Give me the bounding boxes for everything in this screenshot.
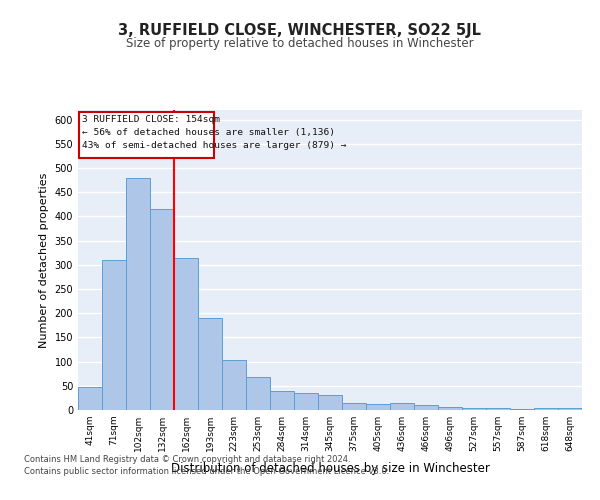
- FancyBboxPatch shape: [79, 112, 214, 158]
- Bar: [78, 388, 102, 410]
- Bar: [462, 408, 486, 410]
- Bar: [126, 178, 150, 410]
- Bar: [318, 394, 342, 410]
- Bar: [294, 393, 318, 410]
- Bar: [438, 406, 462, 410]
- Bar: [198, 318, 222, 410]
- Bar: [414, 405, 438, 410]
- Text: Contains HM Land Registry data © Crown copyright and database right 2024.: Contains HM Land Registry data © Crown c…: [24, 455, 350, 464]
- Bar: [390, 403, 414, 410]
- Bar: [534, 408, 558, 410]
- Bar: [150, 209, 174, 410]
- Bar: [222, 360, 246, 410]
- Bar: [270, 390, 294, 410]
- Text: Contains public sector information licensed under the Open Government Licence v3: Contains public sector information licen…: [24, 468, 389, 476]
- X-axis label: Distribution of detached houses by size in Winchester: Distribution of detached houses by size …: [170, 462, 490, 475]
- Y-axis label: Number of detached properties: Number of detached properties: [39, 172, 49, 348]
- Bar: [366, 404, 390, 410]
- Bar: [174, 258, 198, 410]
- Bar: [246, 376, 270, 410]
- Bar: [558, 408, 582, 410]
- Bar: [486, 408, 510, 410]
- Bar: [102, 260, 126, 410]
- Text: 3 RUFFIELD CLOSE: 154sqm
← 56% of detached houses are smaller (1,136)
43% of sem: 3 RUFFIELD CLOSE: 154sqm ← 56% of detach…: [82, 115, 346, 150]
- Bar: [510, 409, 534, 410]
- Text: Size of property relative to detached houses in Winchester: Size of property relative to detached ho…: [126, 38, 474, 51]
- Bar: [342, 403, 366, 410]
- Text: 3, RUFFIELD CLOSE, WINCHESTER, SO22 5JL: 3, RUFFIELD CLOSE, WINCHESTER, SO22 5JL: [119, 22, 482, 38]
